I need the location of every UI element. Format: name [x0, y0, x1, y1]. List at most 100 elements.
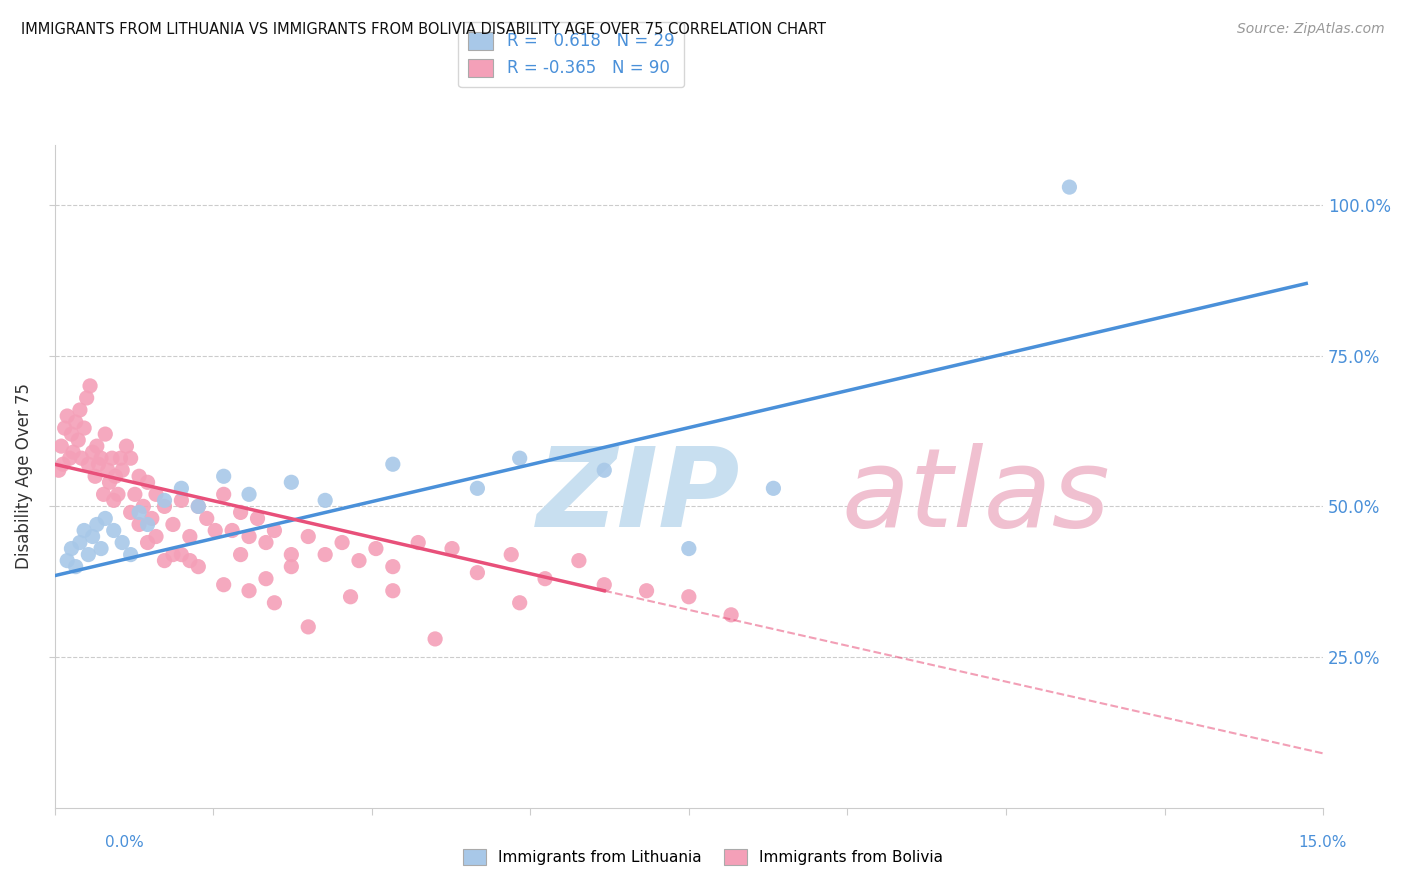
Point — [568, 553, 591, 567]
Point — [153, 553, 176, 567]
Point — [86, 439, 108, 453]
Legend: R =   0.618   N = 29, R = -0.365   N = 90: R = 0.618 N = 29, R = -0.365 N = 90 — [458, 21, 685, 87]
Point — [93, 487, 115, 501]
Point — [52, 457, 75, 471]
Point — [56, 409, 79, 423]
Point — [636, 583, 658, 598]
Point — [509, 596, 531, 610]
Point — [79, 379, 101, 393]
Point — [364, 541, 387, 556]
Point — [229, 505, 252, 519]
Text: ZIP: ZIP — [537, 442, 740, 549]
Point — [136, 535, 159, 549]
Point — [440, 541, 463, 556]
Point — [179, 529, 201, 543]
Point — [128, 517, 150, 532]
Point — [67, 433, 90, 447]
Point — [238, 529, 260, 543]
Point — [381, 583, 404, 598]
Point — [280, 475, 302, 490]
Text: Source: ZipAtlas.com: Source: ZipAtlas.com — [1237, 22, 1385, 37]
Point — [120, 548, 142, 562]
Point — [162, 517, 184, 532]
Point — [238, 583, 260, 598]
Point — [124, 487, 146, 501]
Point — [73, 524, 96, 538]
Point — [59, 451, 82, 466]
Point — [101, 451, 124, 466]
Point — [87, 457, 110, 471]
Point — [212, 469, 235, 483]
Point — [347, 553, 370, 567]
Point — [110, 451, 132, 466]
Point — [82, 529, 104, 543]
Point — [678, 541, 700, 556]
Point — [104, 469, 127, 483]
Point — [762, 481, 785, 495]
Point — [136, 475, 159, 490]
Point — [103, 493, 125, 508]
Point — [467, 566, 489, 580]
Point — [76, 391, 98, 405]
Point — [297, 529, 319, 543]
Point — [111, 463, 134, 477]
Point — [120, 505, 142, 519]
Point — [128, 469, 150, 483]
Point — [381, 559, 404, 574]
Point — [179, 553, 201, 567]
Point — [90, 541, 112, 556]
Point — [153, 493, 176, 508]
Point — [263, 524, 285, 538]
Point — [212, 578, 235, 592]
Point — [280, 548, 302, 562]
Point — [51, 439, 73, 453]
Point — [280, 559, 302, 574]
Point — [423, 632, 446, 646]
Point — [678, 590, 700, 604]
Point — [314, 548, 336, 562]
Point — [53, 421, 76, 435]
Point — [1059, 180, 1081, 194]
Point — [263, 596, 285, 610]
Point — [187, 500, 209, 514]
Point — [221, 524, 243, 538]
Point — [330, 535, 353, 549]
Point — [56, 553, 79, 567]
Point — [60, 541, 83, 556]
Point — [720, 607, 742, 622]
Point — [94, 427, 117, 442]
Y-axis label: Disability Age Over 75: Disability Age Over 75 — [15, 384, 32, 569]
Point — [82, 445, 104, 459]
Point — [132, 500, 155, 514]
Legend: Immigrants from Lithuania, Immigrants from Bolivia: Immigrants from Lithuania, Immigrants fr… — [457, 843, 949, 871]
Point — [339, 590, 361, 604]
Point — [128, 505, 150, 519]
Point — [145, 529, 167, 543]
Point — [103, 524, 125, 538]
Point — [314, 493, 336, 508]
Point — [107, 487, 129, 501]
Point — [77, 457, 100, 471]
Point — [162, 548, 184, 562]
Point — [65, 415, 87, 429]
Point — [90, 451, 112, 466]
Point — [153, 500, 176, 514]
Point — [141, 511, 163, 525]
Point — [145, 487, 167, 501]
Text: atlas: atlas — [841, 442, 1109, 549]
Point — [70, 451, 93, 466]
Point — [94, 511, 117, 525]
Point — [115, 439, 138, 453]
Point — [73, 421, 96, 435]
Point — [238, 487, 260, 501]
Point — [254, 572, 277, 586]
Point — [136, 517, 159, 532]
Point — [111, 535, 134, 549]
Point — [60, 427, 83, 442]
Point — [97, 463, 120, 477]
Point — [62, 445, 84, 459]
Point — [593, 463, 616, 477]
Text: IMMIGRANTS FROM LITHUANIA VS IMMIGRANTS FROM BOLIVIA DISABILITY AGE OVER 75 CORR: IMMIGRANTS FROM LITHUANIA VS IMMIGRANTS … — [21, 22, 827, 37]
Point — [69, 403, 91, 417]
Point — [229, 548, 252, 562]
